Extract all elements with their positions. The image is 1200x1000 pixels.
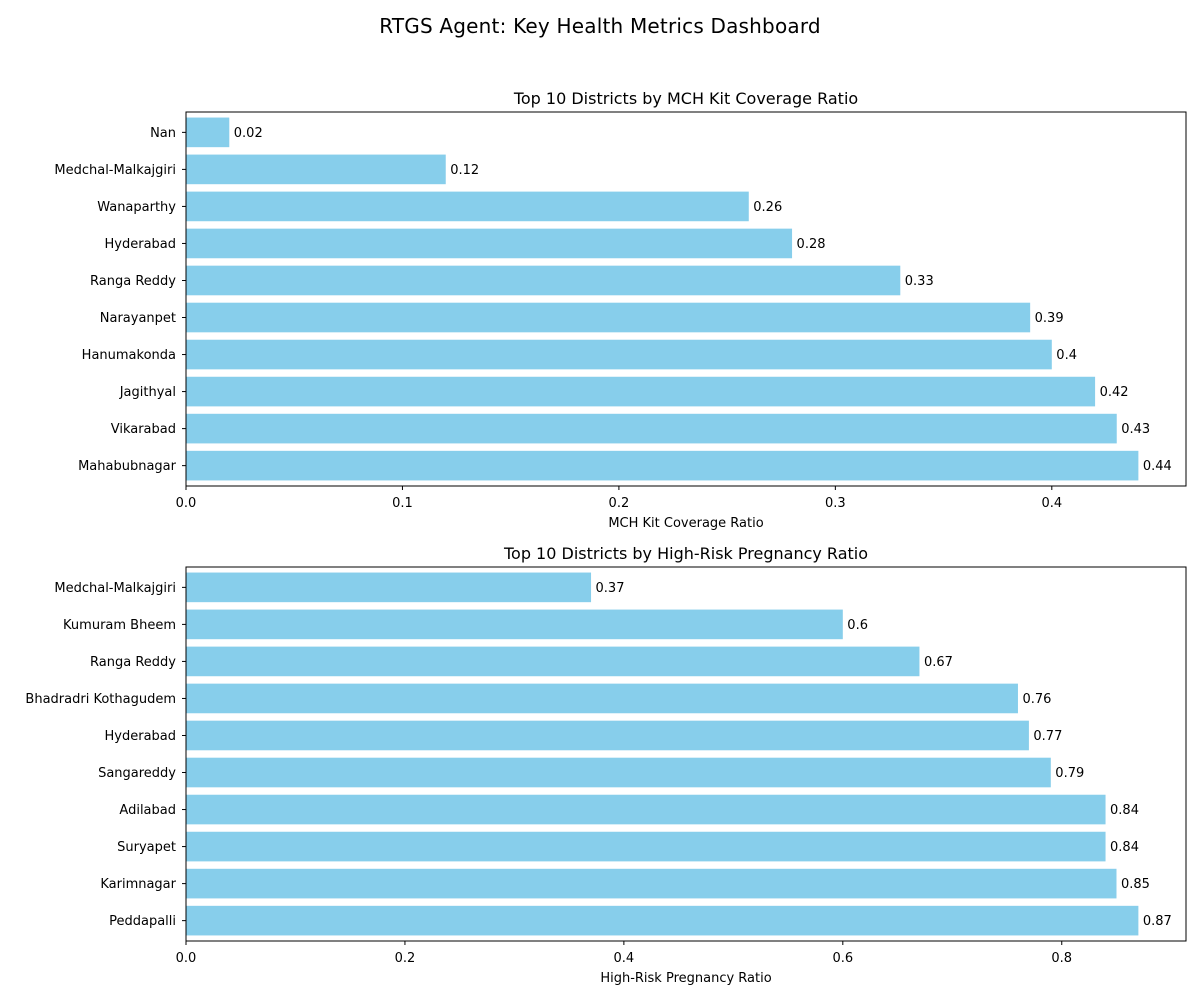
x-tick-label: 0.4: [614, 951, 635, 966]
value-label: 0.87: [1143, 914, 1172, 929]
bar-1-6: [186, 302, 1031, 333]
value-label: 0.33: [905, 274, 934, 289]
category-label: Ranga Reddy: [90, 274, 176, 289]
category-label: Kumuram Bheem: [63, 618, 176, 633]
x-tick-label: 0.2: [609, 496, 630, 511]
value-label: 0.85: [1121, 877, 1150, 892]
plot-frame: [185, 566, 1187, 942]
category-label: Jagithyal: [119, 385, 176, 400]
value-label: 0.79: [1055, 766, 1084, 781]
category-label: Vikarabad: [111, 422, 176, 437]
x-tick-label: 0.6: [832, 951, 853, 966]
bar-2-6: [186, 757, 1051, 788]
value-label: 0.44: [1143, 459, 1172, 474]
category-label: Wanaparthy: [97, 200, 176, 215]
plot-frame: [185, 111, 1187, 487]
bar-1-9: [186, 413, 1117, 444]
value-label: 0.6: [847, 618, 868, 633]
value-label: 0.43: [1121, 422, 1150, 437]
bar-2-8: [186, 831, 1106, 862]
x-axis-label: High-Risk Pregnancy Ratio: [600, 971, 771, 986]
bar-2-9: [186, 868, 1117, 899]
x-tick-label: 0.4: [1041, 496, 1062, 511]
value-label: 0.28: [797, 237, 826, 252]
x-axis-label: MCH Kit Coverage Ratio: [608, 516, 763, 531]
bar-1-2: [186, 154, 446, 185]
category-label: Karimnagar: [100, 877, 176, 892]
category-label: Hyderabad: [105, 729, 177, 744]
bar-1-1: [186, 117, 230, 148]
bar-1-8: [186, 376, 1096, 407]
value-label: 0.39: [1035, 311, 1064, 326]
category-label: Bhadradri Kothagudem: [25, 692, 176, 707]
x-tick-label: 0.0: [176, 496, 197, 511]
x-tick-label: 0.8: [1051, 951, 1072, 966]
value-label: 0.4: [1056, 348, 1077, 363]
chart-title: Top 10 Districts by MCH Kit Coverage Rat…: [513, 89, 858, 108]
category-label: Narayanpet: [100, 311, 176, 326]
category-label: Hanumakonda: [82, 348, 176, 363]
category-label: Sangareddy: [98, 766, 176, 781]
bar-2-3: [186, 646, 920, 677]
category-label: Mahabubnagar: [78, 459, 177, 474]
bar-1-5: [186, 265, 901, 296]
value-label: 0.42: [1100, 385, 1129, 400]
bar-2-2: [186, 609, 843, 640]
bar-1-4: [186, 228, 793, 259]
x-tick-label: 0.1: [392, 496, 413, 511]
value-label: 0.77: [1033, 729, 1062, 744]
bar-2-4: [186, 683, 1018, 714]
bar-2-5: [186, 720, 1029, 751]
chart-title: Top 10 Districts by High-Risk Pregnancy …: [503, 544, 868, 563]
bar-1-10: [186, 450, 1139, 481]
bar-2-10: [186, 905, 1139, 936]
x-tick-label: 0.3: [825, 496, 846, 511]
bar-2-1: [186, 572, 592, 603]
category-label: Medchal-Malkajgiri: [54, 163, 176, 178]
value-label: 0.67: [924, 655, 953, 670]
value-label: 0.84: [1110, 803, 1139, 818]
bar-1-7: [186, 339, 1052, 370]
value-label: 0.76: [1022, 692, 1051, 707]
category-label: Hyderabad: [105, 237, 177, 252]
category-label: Nan: [150, 126, 176, 141]
category-label: Ranga Reddy: [90, 655, 176, 670]
x-tick-label: 0.0: [176, 951, 197, 966]
category-label: Peddapalli: [109, 914, 176, 929]
value-label: 0.84: [1110, 840, 1139, 855]
value-label: 0.37: [596, 581, 625, 596]
bar-1-3: [186, 191, 749, 222]
category-label: Adilabad: [119, 803, 176, 818]
dashboard-title: RTGS Agent: Key Health Metrics Dashboard: [379, 14, 821, 38]
value-label: 0.02: [234, 126, 263, 141]
value-label: 0.12: [450, 163, 479, 178]
value-label: 0.26: [753, 200, 782, 215]
category-label: Medchal-Malkajgiri: [54, 581, 176, 596]
x-tick-label: 0.2: [395, 951, 416, 966]
bar-2-7: [186, 794, 1106, 825]
category-label: Suryapet: [117, 840, 176, 855]
